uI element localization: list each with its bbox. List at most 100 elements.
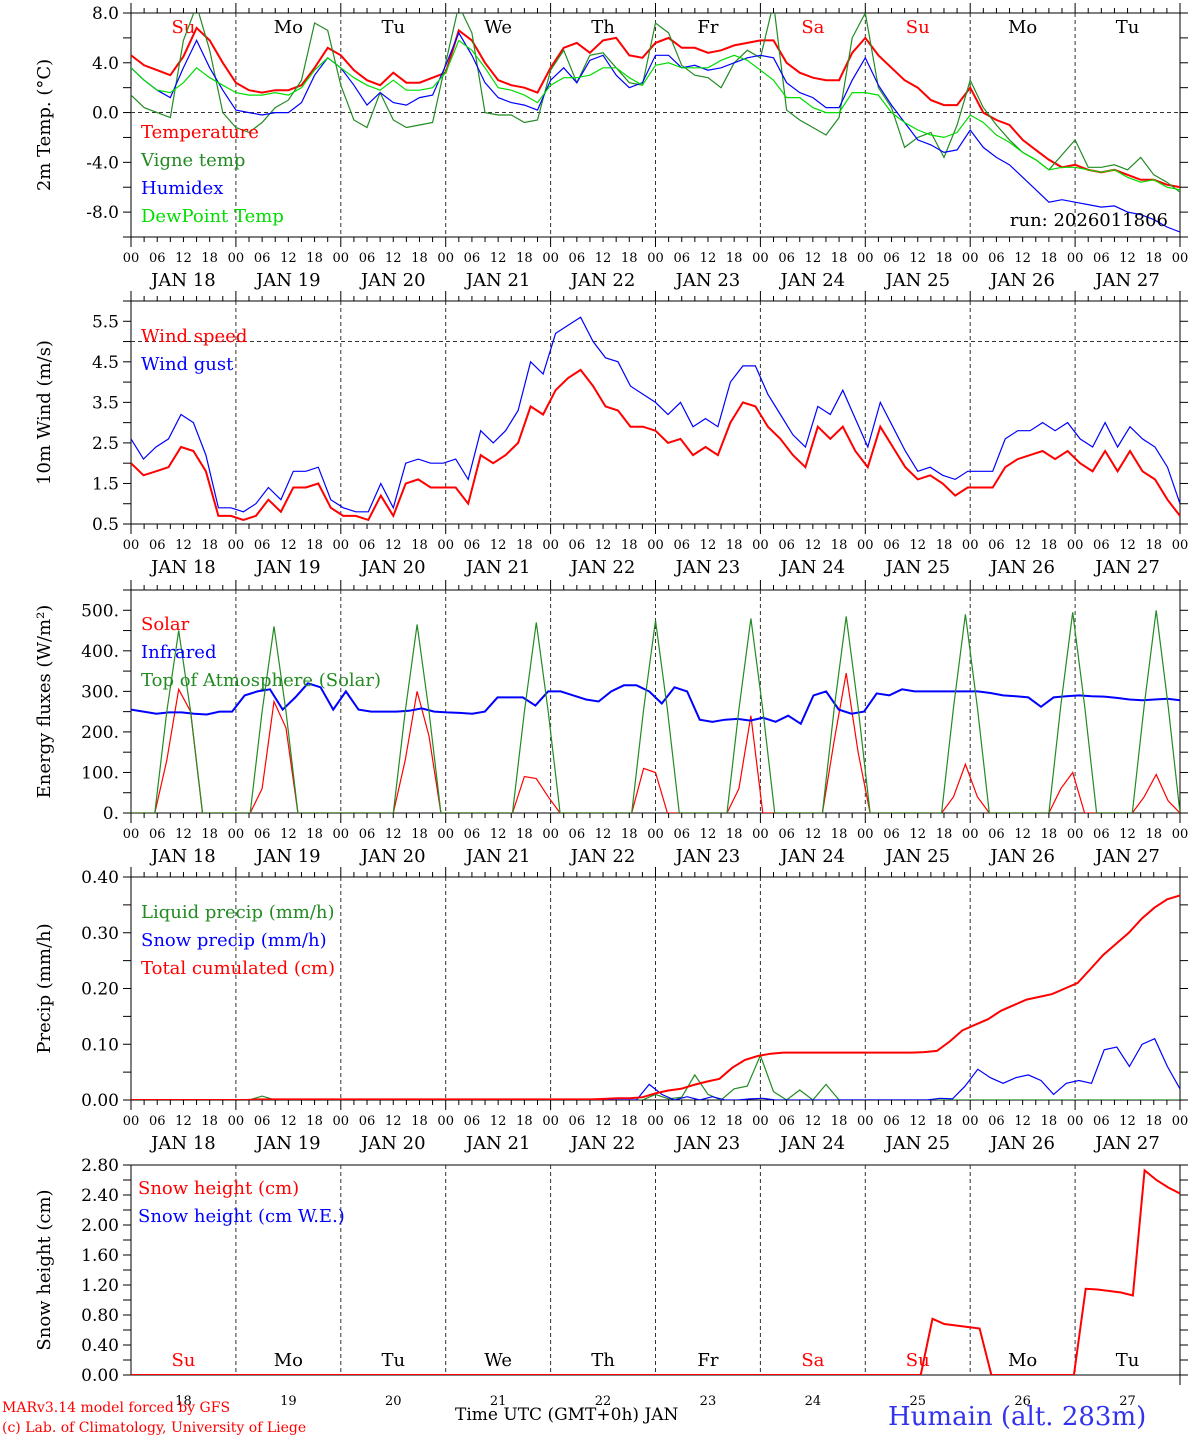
x-tick-label-date: JAN 22 xyxy=(569,270,636,291)
x-tick-label-hour: 06 xyxy=(149,1114,166,1129)
series-line-total-cumulated-cm- xyxy=(131,894,1180,1100)
x-tick-label-hour: 00 xyxy=(647,251,664,266)
x-tick-label-hour: 06 xyxy=(254,251,271,266)
y-tick-label: 1.60 xyxy=(81,1246,119,1266)
x-tick-label-day: 19 xyxy=(280,1394,297,1409)
legend-entry: Total cumulated (cm) xyxy=(141,958,335,979)
series-line-wind-gust xyxy=(131,316,1180,513)
day-of-week-label: Fr xyxy=(697,17,718,38)
x-tick-label-hour: 18 xyxy=(726,251,743,266)
x-tick-label-hour: 12 xyxy=(175,251,192,266)
x-tick-label-day: 27 xyxy=(1119,1394,1136,1409)
x-tick-label-hour: 06 xyxy=(778,251,795,266)
x-tick-label-hour: 00 xyxy=(123,1114,140,1129)
x-tick-label-hour: 12 xyxy=(490,251,507,266)
legend-entry: Infrared xyxy=(141,642,216,663)
day-of-week-label: Sa xyxy=(801,1350,824,1371)
x-tick-label-hour: 00 xyxy=(437,538,454,553)
x-tick-label-hour: 18 xyxy=(411,251,428,266)
x-tick-label-hour: 00 xyxy=(333,251,350,266)
footer-model: MARv3.14 model forced by GFS xyxy=(2,1400,231,1416)
x-tick-label-hour: 06 xyxy=(673,538,690,553)
x-tick-label-date: JAN 27 xyxy=(1093,1133,1160,1154)
series-line-humidex xyxy=(131,31,1180,233)
panel-4: 00 06 12 18 JAN 18 00 06 12 18 JAN 19 00 06 12 18 JAN … xyxy=(34,867,1188,1154)
x-tick-label-hour: 18 xyxy=(516,538,533,553)
x-tick-label-hour: 06 xyxy=(778,1114,795,1129)
day-of-week-label: Mo xyxy=(1008,1350,1037,1371)
x-tick-label-hour: 12 xyxy=(280,1114,297,1129)
x-tick-label-hour: 18 xyxy=(306,538,323,553)
legend-entry: DewPoint Temp xyxy=(141,206,284,227)
x-tick-label-hour: 00 xyxy=(752,538,769,553)
x-tick-label-day: 25 xyxy=(909,1394,926,1409)
x-tick-label-hour: 18 xyxy=(621,827,638,842)
x-tick-label-date: JAN 22 xyxy=(569,1133,636,1154)
x-tick-label-hour: 12 xyxy=(909,538,926,553)
x-tick-label-day: 23 xyxy=(700,1394,717,1409)
x-tick-label-hour: 18 xyxy=(726,827,743,842)
x-tick-label-hour: 00 xyxy=(437,1114,454,1129)
x-tick-label-hour: 18 xyxy=(1146,251,1163,266)
panel-5: 18 19 20 21 22 23 24 25 26 27 0.00 0.40 0.80 1.20 1.60… xyxy=(34,1156,1188,1409)
x-tick-label-hour: 00 xyxy=(542,251,559,266)
x-tick-label-date: JAN 20 xyxy=(359,270,426,291)
x-tick-label-hour: 06 xyxy=(673,1114,690,1129)
x-tick-label-hour: 06 xyxy=(673,251,690,266)
series-line-wind-speed xyxy=(131,368,1180,522)
x-tick-label-hour: 12 xyxy=(1119,827,1136,842)
x-tick-label-hour: 06 xyxy=(149,251,166,266)
day-of-week-label: Tu xyxy=(381,17,405,38)
x-tick-label-hour: 18 xyxy=(1041,1114,1058,1129)
x-tick-label-hour: 18 xyxy=(831,251,848,266)
x-tick-label-date: JAN 20 xyxy=(359,1133,426,1154)
day-of-week-label: Th xyxy=(591,17,615,38)
x-tick-label-hour: 12 xyxy=(595,538,612,553)
x-tick-label-hour: 12 xyxy=(385,251,402,266)
x-tick-label-hour: 00 xyxy=(857,538,874,553)
series-line-snow-precip-mm-h- xyxy=(131,1037,1180,1100)
x-tick-label-hour: 00 xyxy=(542,1114,559,1129)
x-tick-label-date: JAN 21 xyxy=(464,1133,531,1154)
x-tick-label-hour: 00 xyxy=(857,1114,874,1129)
series-line-dewpoint-temp xyxy=(131,39,1180,191)
x-tick-label-hour: 18 xyxy=(201,538,218,553)
x-tick-label-date: JAN 19 xyxy=(254,1133,321,1154)
x-tick-label-hour: 18 xyxy=(1041,827,1058,842)
day-of-week-label: Mo xyxy=(274,1350,303,1371)
x-tick-label-hour: 12 xyxy=(175,538,192,553)
y-tick-label: 300. xyxy=(81,682,119,702)
x-tick-label-day: 24 xyxy=(805,1394,822,1409)
y-tick-label: 100. xyxy=(81,763,119,783)
y-tick-label: 0.40 xyxy=(81,1336,119,1356)
x-tick-label-hour: 06 xyxy=(464,827,481,842)
legend-entry: Temperature xyxy=(141,122,259,143)
x-tick-label-hour: 06 xyxy=(1093,1114,1110,1129)
x-tick-label-day: 20 xyxy=(385,1394,402,1409)
x-tick-label-date: JAN 20 xyxy=(359,557,426,578)
x-tick-label-hour: 12 xyxy=(385,1114,402,1129)
x-tick-label-date: JAN 20 xyxy=(359,846,426,867)
x-tick-label-hour: 18 xyxy=(831,1114,848,1129)
day-of-week-label: Mo xyxy=(1008,17,1037,38)
x-tick-label-hour: 06 xyxy=(883,538,900,553)
x-tick-label-hour: 06 xyxy=(1093,827,1110,842)
x-tick-label-hour: 06 xyxy=(149,538,166,553)
y-tick-label: 5.5 xyxy=(92,312,119,332)
y-tick-label: 2.80 xyxy=(81,1156,119,1176)
y-tick-label: 0.80 xyxy=(81,1306,119,1326)
x-tick-label-date: JAN 25 xyxy=(883,846,950,867)
x-tick-label-hour: 18 xyxy=(201,251,218,266)
x-tick-label-hour: 18 xyxy=(516,827,533,842)
x-tick-label-hour: 00 xyxy=(333,1114,350,1129)
x-tick-label-hour: 00 xyxy=(962,1114,979,1129)
x-tick-label-hour: 06 xyxy=(569,827,586,842)
y-axis-label: Snow height (cm) xyxy=(34,1189,55,1350)
x-tick-label-hour: 00 xyxy=(123,538,140,553)
x-tick-label-hour: 00 xyxy=(123,251,140,266)
x-tick-label-hour: 12 xyxy=(700,827,717,842)
y-axis-label: Energy fluxes (W/m²) xyxy=(34,605,55,799)
x-tick-label-hour: 18 xyxy=(936,827,953,842)
x-tick-label-hour: 12 xyxy=(1014,827,1031,842)
x-tick-label-hour: 06 xyxy=(673,827,690,842)
